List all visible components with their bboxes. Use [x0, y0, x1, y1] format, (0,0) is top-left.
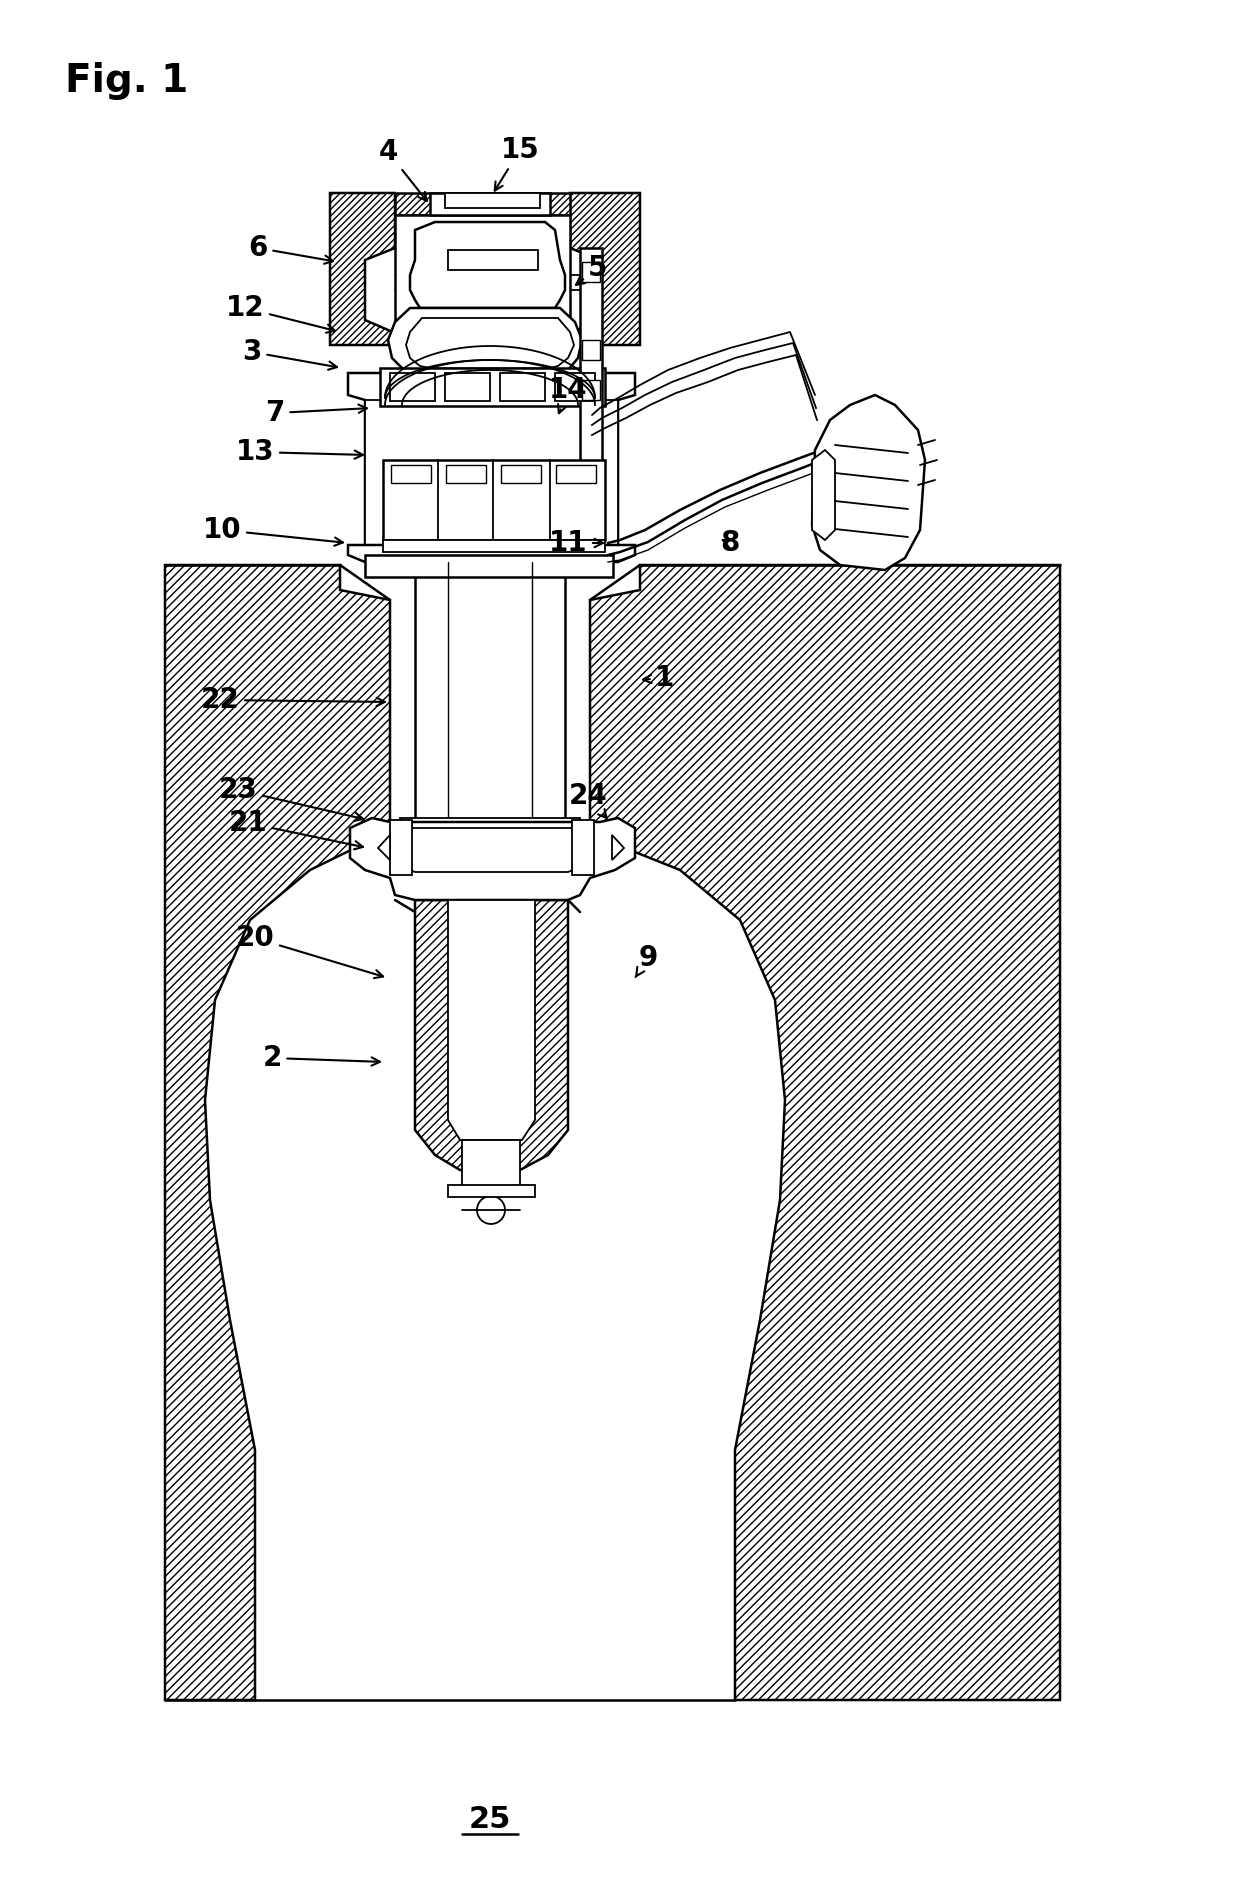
Bar [500, 373, 546, 402]
Bar [448, 1184, 534, 1198]
Polygon shape [396, 828, 590, 872]
Polygon shape [463, 1141, 520, 1196]
Bar [365, 400, 618, 550]
Polygon shape [330, 193, 396, 345]
Bar [580, 248, 601, 498]
Bar [391, 464, 432, 483]
Polygon shape [812, 449, 835, 540]
Polygon shape [590, 565, 1060, 1700]
Text: 8: 8 [720, 529, 740, 557]
Text: 4: 4 [378, 138, 427, 201]
Polygon shape [812, 394, 925, 570]
Bar [582, 339, 600, 360]
Bar [572, 821, 594, 875]
Text: 6: 6 [248, 233, 334, 263]
Text: 3: 3 [242, 337, 337, 370]
Bar [415, 563, 565, 830]
Text: 1: 1 [644, 663, 675, 692]
Polygon shape [613, 836, 624, 860]
Text: 2: 2 [263, 1044, 379, 1073]
Text: 12: 12 [226, 294, 335, 334]
Bar [379, 368, 605, 406]
Text: 9: 9 [636, 944, 657, 978]
Text: 10: 10 [202, 515, 343, 546]
Polygon shape [388, 309, 582, 375]
Bar [556, 464, 596, 483]
Bar [556, 373, 595, 402]
Bar [401, 819, 580, 830]
Bar [365, 555, 613, 576]
Text: 11: 11 [549, 529, 603, 557]
Text: 24: 24 [569, 783, 608, 819]
Bar [448, 250, 538, 269]
Polygon shape [448, 900, 534, 1141]
Bar [396, 214, 570, 345]
Bar [446, 464, 486, 483]
Text: 5: 5 [577, 254, 608, 284]
Bar [582, 381, 600, 400]
Polygon shape [165, 565, 391, 1700]
Bar [383, 460, 605, 540]
Polygon shape [348, 373, 635, 551]
Polygon shape [430, 193, 551, 214]
Polygon shape [348, 546, 635, 563]
Bar [391, 373, 435, 402]
Text: 14: 14 [548, 375, 588, 413]
Bar [383, 540, 605, 551]
Polygon shape [350, 819, 635, 900]
Bar [445, 373, 490, 402]
Bar [391, 821, 412, 875]
Text: 7: 7 [265, 400, 367, 426]
Polygon shape [396, 193, 570, 214]
Polygon shape [410, 222, 565, 309]
Text: 20: 20 [236, 925, 383, 978]
Text: 13: 13 [236, 438, 363, 466]
Polygon shape [570, 193, 640, 345]
Text: Fig. 1: Fig. 1 [64, 63, 188, 100]
Circle shape [477, 1196, 505, 1224]
Text: 23: 23 [218, 775, 363, 821]
Polygon shape [415, 900, 568, 1169]
Bar [501, 464, 541, 483]
Polygon shape [378, 836, 391, 860]
Text: 22: 22 [201, 686, 384, 714]
Polygon shape [445, 193, 539, 208]
Text: 25: 25 [469, 1806, 511, 1834]
Text: 15: 15 [495, 136, 539, 191]
Polygon shape [405, 318, 574, 368]
Text: 21: 21 [228, 809, 363, 849]
Bar [582, 262, 600, 282]
